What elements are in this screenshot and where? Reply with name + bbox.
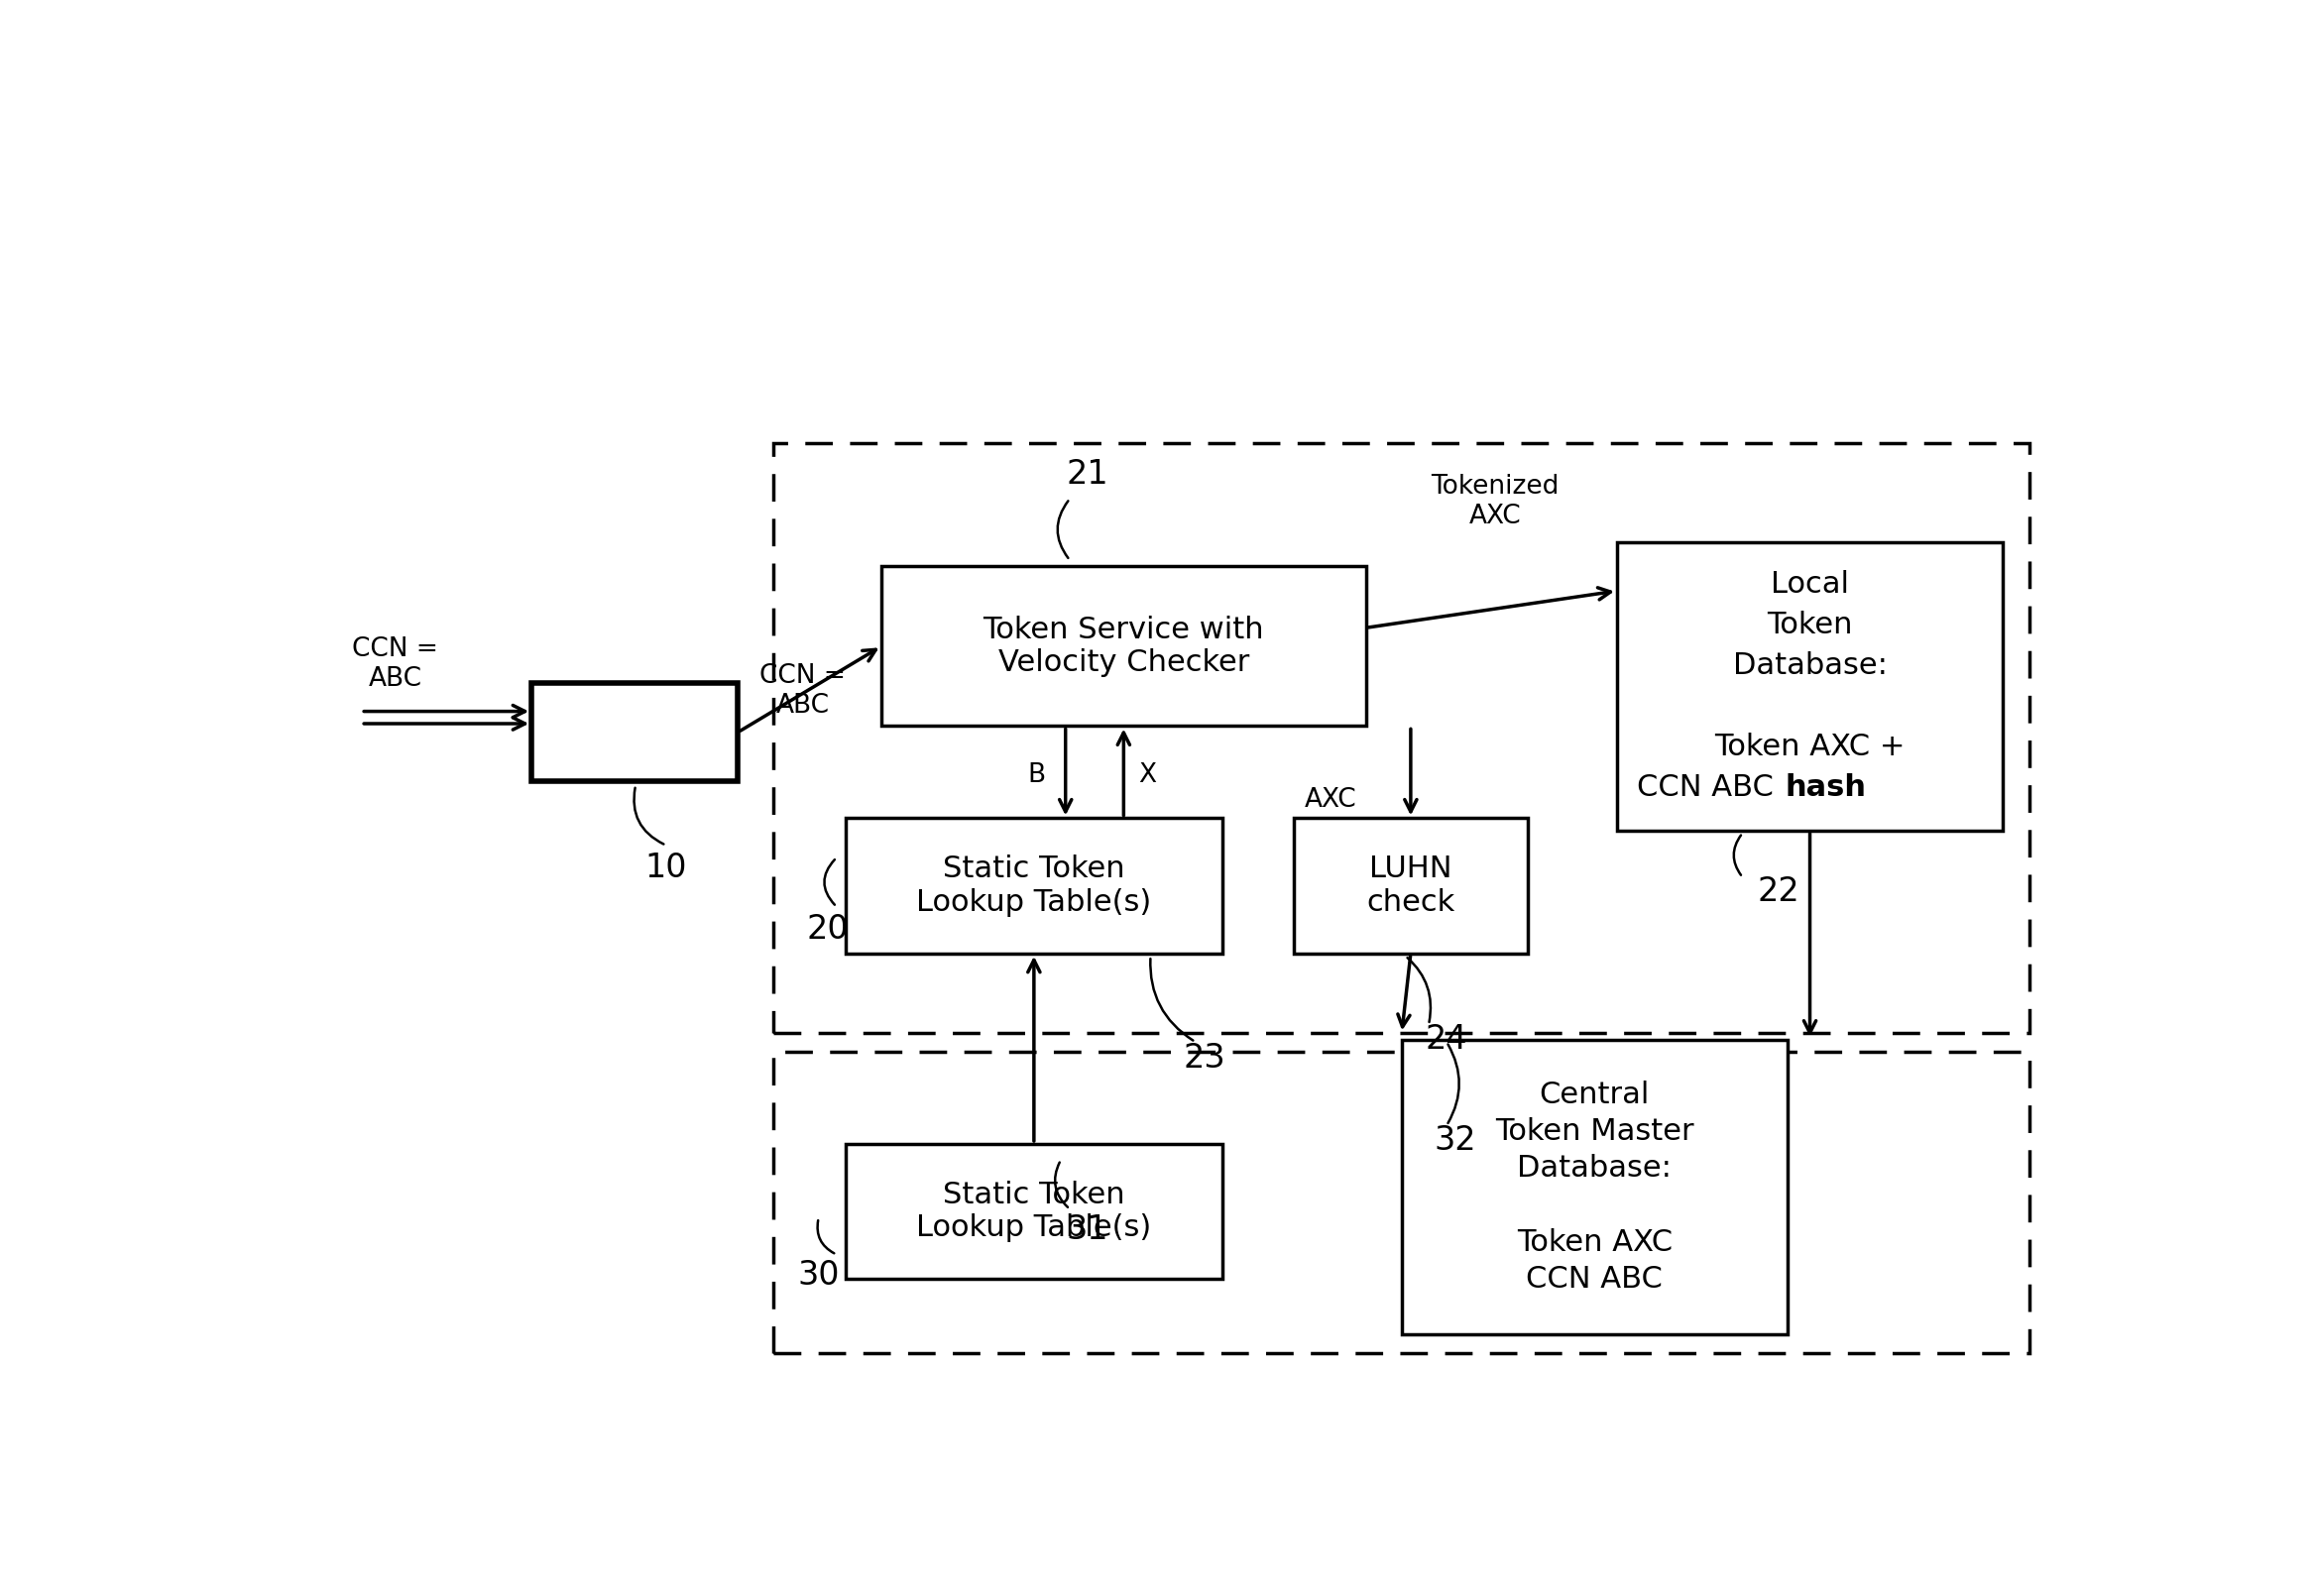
Text: Static Token
Lookup Table(s): Static Token Lookup Table(s) <box>917 855 1151 916</box>
Text: X: X <box>1139 763 1158 788</box>
Text: 32: 32 <box>1435 1124 1477 1157</box>
Text: Token AXC: Token AXC <box>1516 1227 1671 1256</box>
Text: 23: 23 <box>1183 1042 1225 1074</box>
FancyBboxPatch shape <box>845 819 1222 953</box>
FancyBboxPatch shape <box>1616 541 2002 830</box>
Text: 22: 22 <box>1757 876 1799 908</box>
Text: Token AXC +: Token AXC + <box>1715 733 1905 761</box>
Text: Local: Local <box>1771 570 1850 598</box>
FancyBboxPatch shape <box>532 683 738 782</box>
Text: CCN ABC: CCN ABC <box>1526 1264 1662 1293</box>
Text: Central: Central <box>1539 1080 1651 1109</box>
FancyBboxPatch shape <box>1401 1039 1787 1334</box>
Text: Static Token
Lookup Table(s): Static Token Lookup Table(s) <box>917 1181 1151 1243</box>
Text: CCN ABC: CCN ABC <box>1637 772 1783 801</box>
Text: 24: 24 <box>1426 1023 1468 1057</box>
Text: 20: 20 <box>806 913 850 945</box>
Text: 30: 30 <box>799 1259 840 1291</box>
Text: 31: 31 <box>1067 1213 1109 1246</box>
Text: Token: Token <box>1766 611 1852 640</box>
Text: LUHN
check: LUHN check <box>1366 855 1454 916</box>
Text: Database:: Database: <box>1516 1154 1671 1183</box>
FancyBboxPatch shape <box>1294 819 1528 953</box>
Text: AXC: AXC <box>1306 787 1357 812</box>
FancyBboxPatch shape <box>882 567 1366 726</box>
Text: 21: 21 <box>1067 458 1109 490</box>
Text: Database:: Database: <box>1732 651 1887 680</box>
Text: Token Master: Token Master <box>1495 1117 1695 1146</box>
Text: B: B <box>1028 763 1046 788</box>
Text: 10: 10 <box>646 851 688 884</box>
Text: Tokenized
AXC: Tokenized AXC <box>1431 474 1560 528</box>
Text: hash: hash <box>1785 772 1866 801</box>
Text: Token Service with
Velocity Checker: Token Service with Velocity Checker <box>984 614 1264 677</box>
FancyBboxPatch shape <box>845 1144 1222 1278</box>
Text: CCN =
ABC: CCN = ABC <box>759 662 845 718</box>
Text: CCN =
ABC: CCN = ABC <box>352 637 438 693</box>
